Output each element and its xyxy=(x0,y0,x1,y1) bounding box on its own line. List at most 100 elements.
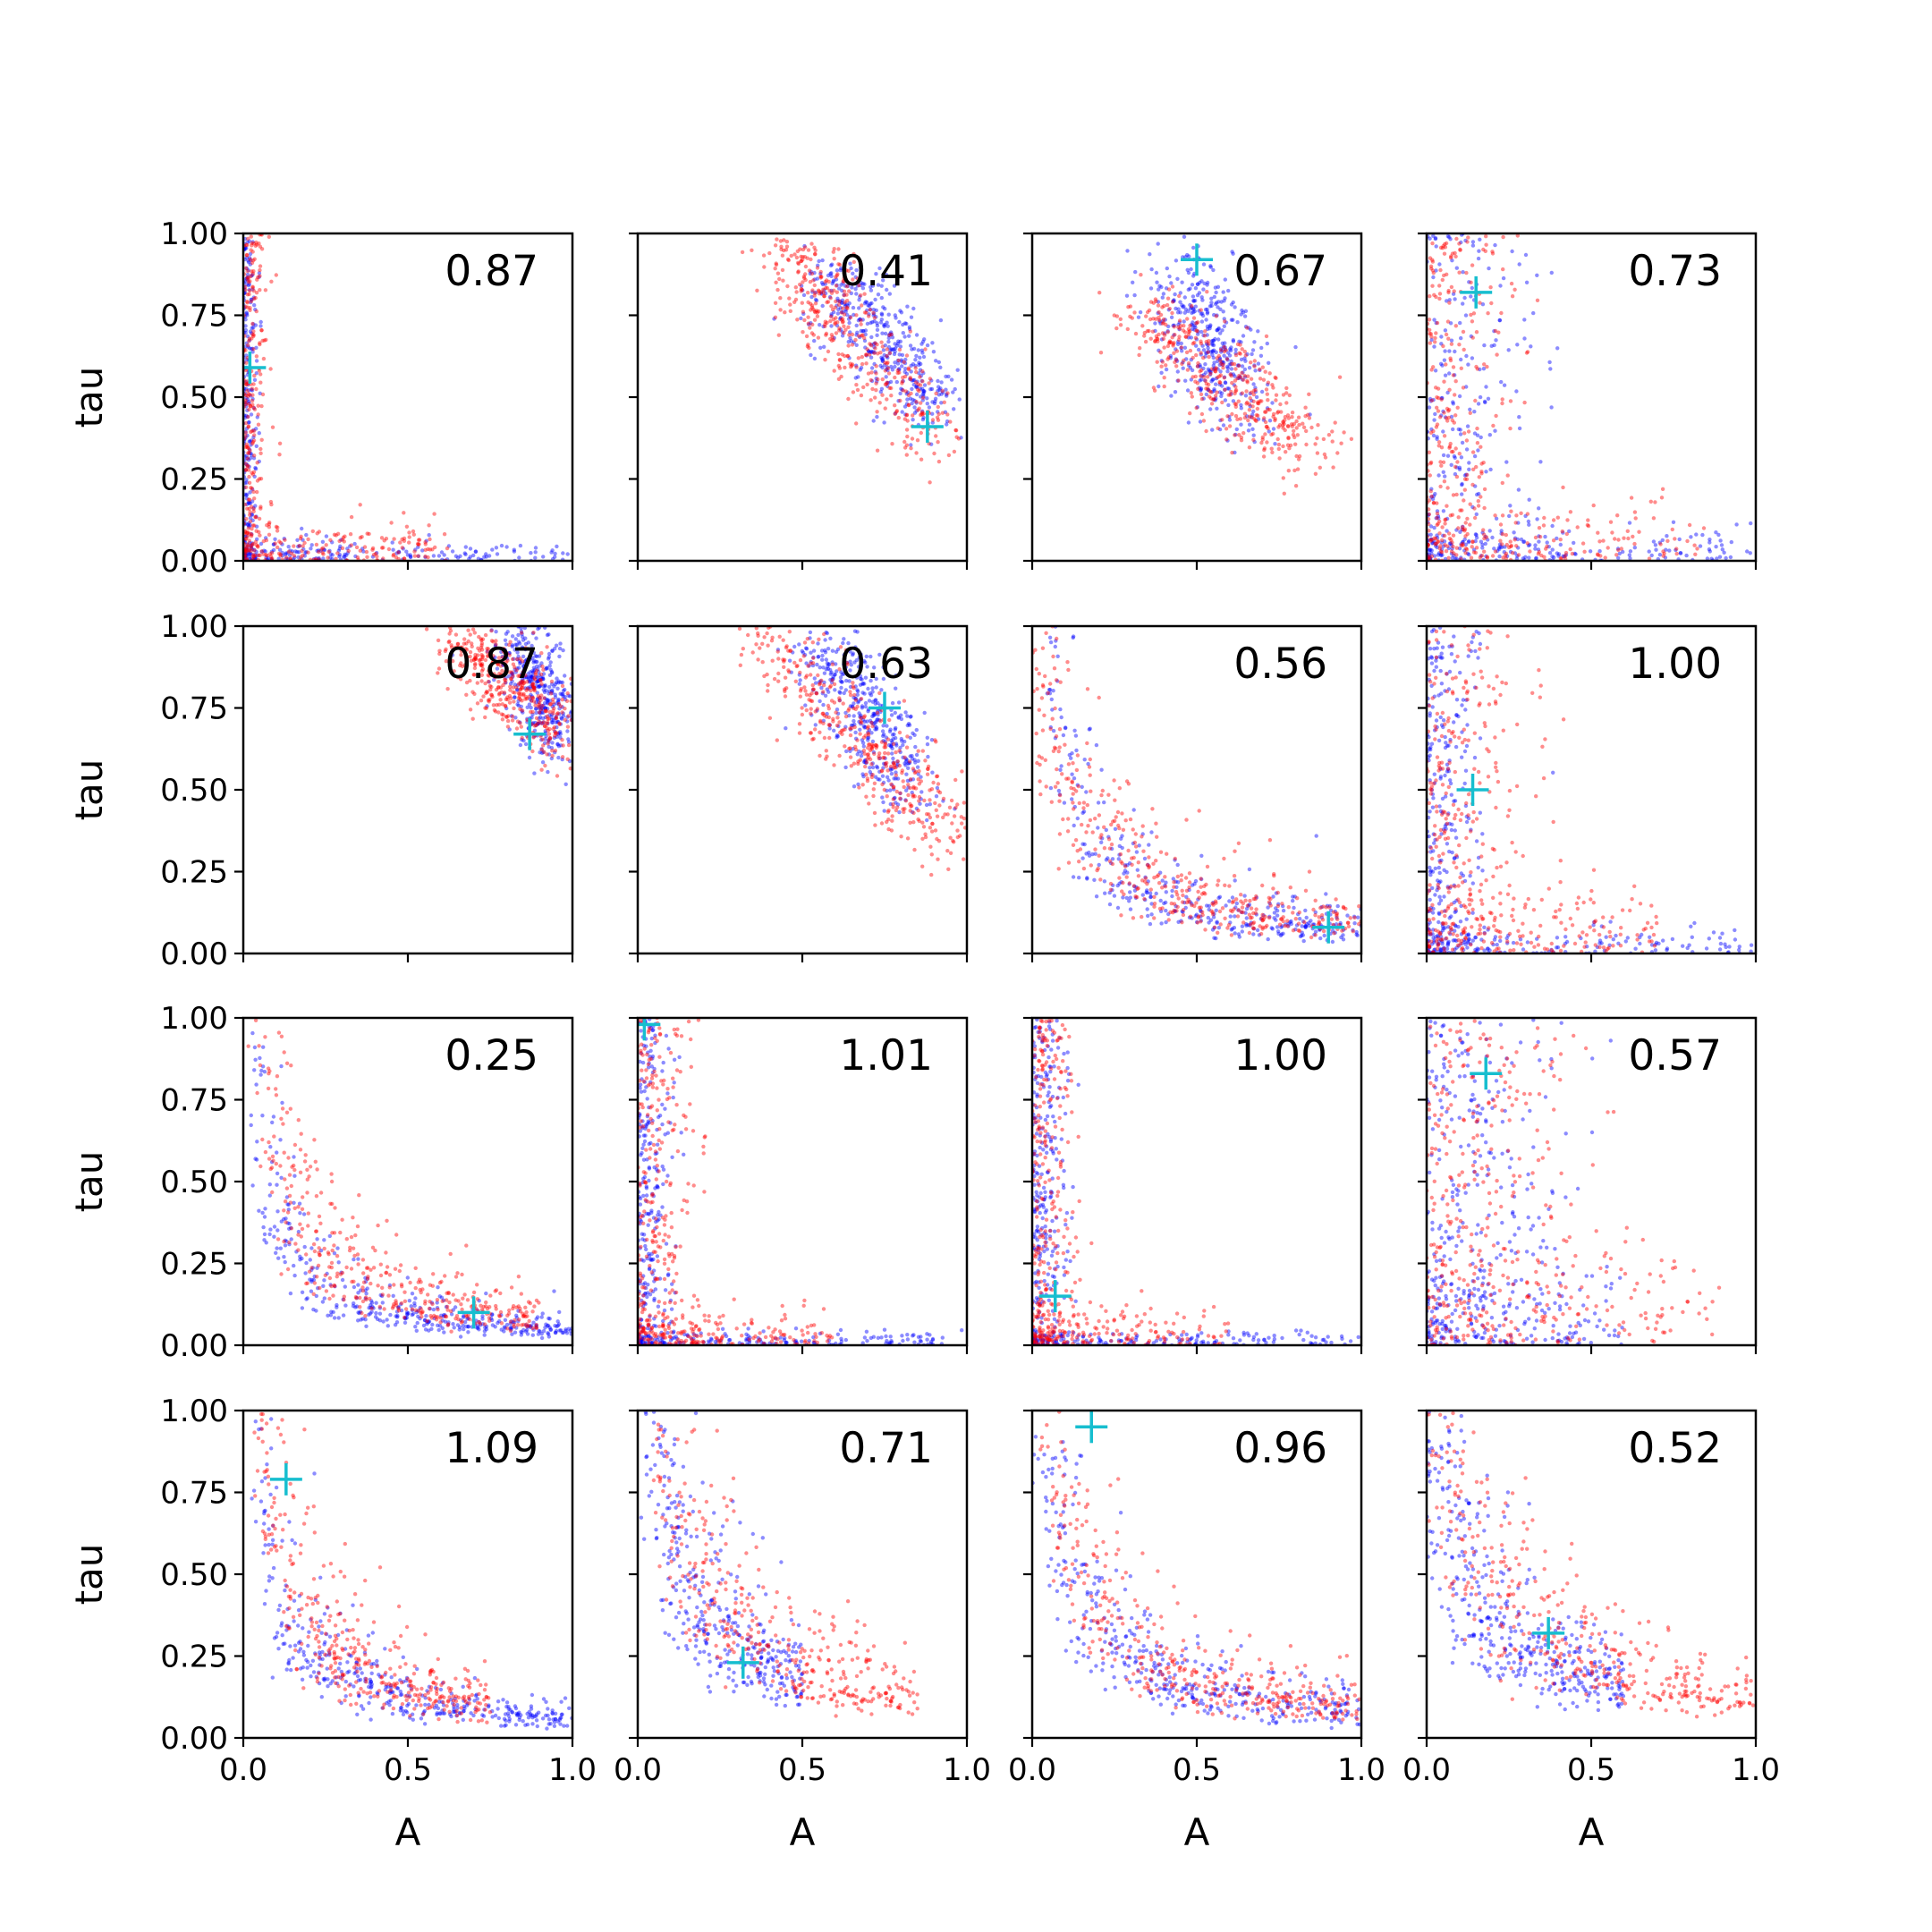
point-red xyxy=(1445,406,1450,411)
point-blue xyxy=(1213,398,1217,402)
point-blue xyxy=(1429,537,1434,541)
point-red xyxy=(1262,446,1267,451)
point-blue xyxy=(1206,387,1210,393)
point-red xyxy=(933,828,938,833)
point-blue xyxy=(798,678,802,682)
point-red xyxy=(557,721,562,725)
point-blue xyxy=(890,767,894,771)
point-blue xyxy=(859,713,863,717)
point-blue xyxy=(859,722,863,726)
point-red xyxy=(838,645,843,649)
point-blue xyxy=(1457,394,1462,399)
point-blue xyxy=(871,311,877,316)
point-red xyxy=(860,783,865,787)
point-blue xyxy=(1211,338,1216,343)
point-blue xyxy=(247,501,251,505)
point-blue xyxy=(534,723,538,728)
point-blue xyxy=(530,674,535,678)
point-red xyxy=(1438,245,1444,250)
point-blue xyxy=(859,283,863,288)
point-blue xyxy=(925,818,929,823)
point-blue xyxy=(951,390,955,394)
point-blue xyxy=(247,555,252,559)
point-blue xyxy=(487,554,492,558)
point-blue xyxy=(1441,470,1446,474)
point-blue xyxy=(1220,360,1225,364)
point-blue xyxy=(1222,299,1226,303)
point-red xyxy=(498,664,504,668)
point-blue xyxy=(835,311,841,316)
point-blue xyxy=(832,335,836,340)
point-blue xyxy=(860,282,866,286)
point-red xyxy=(270,425,275,429)
point-red xyxy=(245,534,250,538)
point-red xyxy=(247,451,251,455)
point-red xyxy=(801,255,805,259)
point-blue xyxy=(1689,535,1693,539)
point-red xyxy=(433,545,437,550)
point-red xyxy=(872,781,877,785)
point-red xyxy=(251,489,256,494)
point-blue xyxy=(557,646,563,651)
y-axis-label: tau xyxy=(67,759,111,821)
point-red xyxy=(1295,467,1301,471)
point-blue xyxy=(501,661,505,665)
point-red xyxy=(923,832,928,836)
point-red xyxy=(761,253,767,258)
point-red xyxy=(551,711,555,716)
point-red xyxy=(458,677,463,682)
point-blue xyxy=(250,453,254,458)
point-blue xyxy=(846,339,851,344)
point-red xyxy=(253,515,258,520)
point-red xyxy=(853,744,858,750)
point-red xyxy=(466,639,470,644)
point-blue xyxy=(243,327,249,333)
point-red xyxy=(1276,425,1281,429)
point-blue xyxy=(1445,453,1451,458)
point-blue xyxy=(1461,270,1465,275)
point-red xyxy=(873,823,877,827)
point-red xyxy=(516,682,521,686)
point-blue xyxy=(918,801,922,806)
point-blue xyxy=(558,680,564,685)
point-blue xyxy=(1454,266,1460,270)
point-blue xyxy=(1562,555,1567,559)
point-blue xyxy=(253,556,258,561)
point-blue xyxy=(253,465,258,470)
point-red xyxy=(1278,402,1283,407)
point-blue xyxy=(397,550,402,555)
point-blue xyxy=(892,732,896,737)
point-blue xyxy=(1534,555,1538,560)
point-blue xyxy=(1489,343,1494,348)
point-blue xyxy=(826,690,831,694)
point-blue xyxy=(914,392,919,397)
point-blue xyxy=(829,324,834,328)
point-blue xyxy=(921,388,926,394)
point-red xyxy=(1470,539,1475,545)
point-red xyxy=(261,356,267,361)
point-blue xyxy=(918,368,923,372)
point-blue xyxy=(1201,396,1206,401)
point-red xyxy=(244,442,250,446)
point-red xyxy=(797,731,802,735)
point-red xyxy=(1228,393,1233,397)
point-red xyxy=(1430,258,1435,262)
point-blue xyxy=(244,246,249,250)
point-red xyxy=(846,325,851,329)
point-red xyxy=(850,363,854,368)
point-blue xyxy=(880,795,885,800)
point-red xyxy=(913,369,919,375)
point-red xyxy=(520,680,524,684)
point-blue xyxy=(818,323,822,327)
point-red xyxy=(766,643,770,648)
point-red xyxy=(1447,301,1452,305)
point-blue xyxy=(1535,517,1539,521)
point-red xyxy=(1460,508,1464,513)
point-red xyxy=(1565,518,1570,522)
point-blue xyxy=(862,301,868,306)
point-blue xyxy=(396,549,402,554)
point-red xyxy=(475,653,480,657)
point-red xyxy=(778,308,783,312)
point-red xyxy=(252,407,258,411)
point-red xyxy=(946,867,951,871)
